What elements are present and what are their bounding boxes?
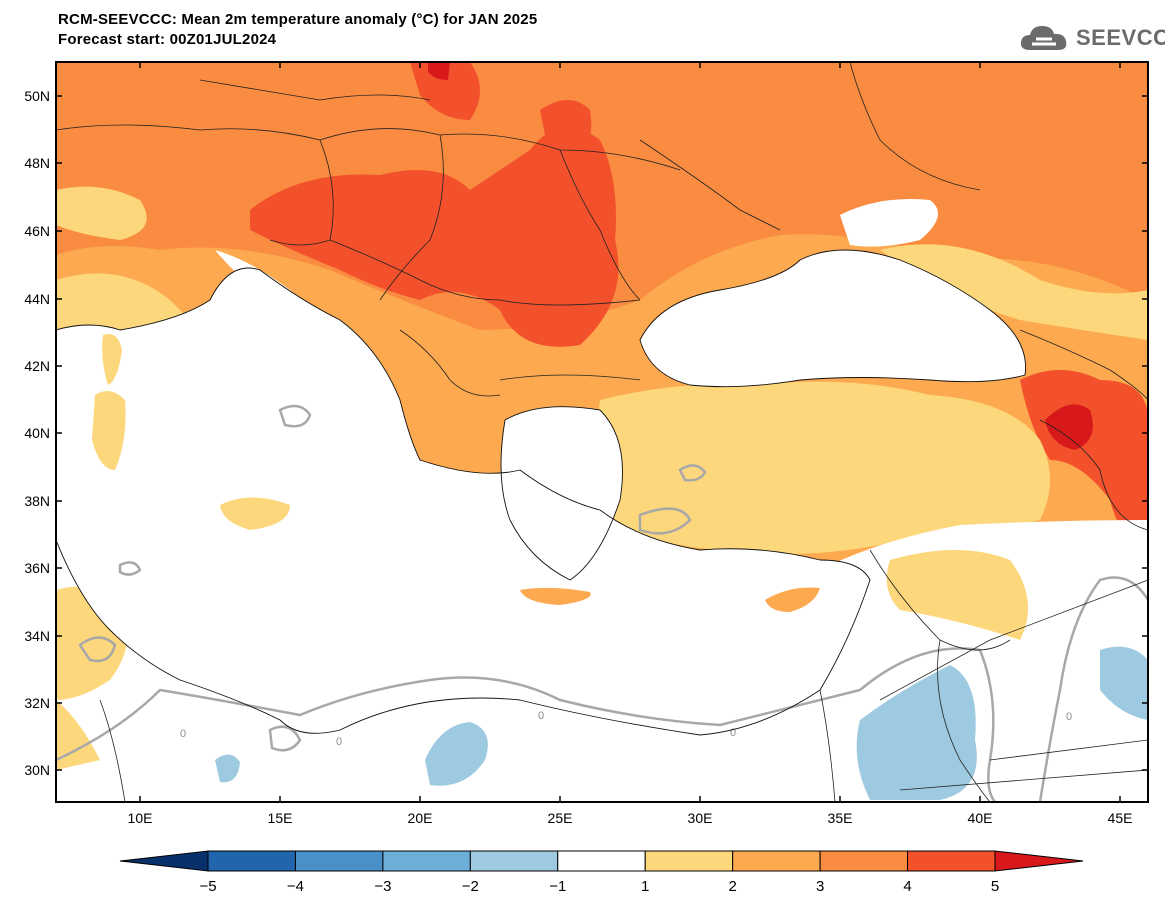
colorbar-tick-label: −1 <box>549 878 566 895</box>
anomaly-zone-neg1-neg2-iraq <box>1100 646 1148 720</box>
anomaly-zone-5-plus-caucasus <box>1045 404 1093 450</box>
tyrrhenian-sea <box>228 360 330 524</box>
contour-labels: 0 0 0 0 0 <box>180 710 1072 748</box>
crete-island <box>520 587 591 605</box>
lat-label: 32N <box>24 695 50 711</box>
colorbar-tick-label: 4 <box>903 878 911 895</box>
anomaly-field: 0 0 0 0 0 <box>56 62 1148 802</box>
colorbar-tick-label: −5 <box>199 878 216 895</box>
anomaly-zone-neg1-neg2-arabia <box>856 665 977 800</box>
anomaly-zone-1-2-syria <box>886 550 1028 640</box>
corsica-island <box>102 334 122 385</box>
colorbar-segment <box>732 850 821 872</box>
colorbar-segment <box>819 850 909 872</box>
colorbar-segment <box>294 850 384 872</box>
lat-label: 42N <box>24 358 50 374</box>
colorbar-tick-label: −3 <box>374 878 391 895</box>
colorbar-segment <box>119 850 209 872</box>
anomaly-zone-5-plus-north <box>428 62 450 80</box>
lon-label: 10E <box>128 810 153 826</box>
cloud-icon <box>1020 26 1067 50</box>
lat-label: 36N <box>24 560 50 576</box>
anomaly-zone-neg1-neg2-libya <box>215 754 240 783</box>
black-sea <box>640 250 1026 387</box>
adriatic-sea <box>215 250 395 400</box>
colorbar-tick-label: 1 <box>641 878 649 895</box>
sea-of-azov <box>840 199 938 247</box>
lon-label: 15E <box>268 810 293 826</box>
anomaly-zone-4-5-poland <box>410 62 480 120</box>
lat-label: 44N <box>24 291 50 307</box>
lat-label: 30N <box>24 762 50 778</box>
map-frame <box>55 61 1149 803</box>
map-title: RCM-SEEVCCC: Mean 2m temperature anomaly… <box>58 11 538 28</box>
mediterranean-sea <box>56 268 870 735</box>
colorbar-segment <box>644 850 734 872</box>
latitude-axis: 50N 48N 46N 44N 42N 40N 38N 36N 34N 32N … <box>24 88 1148 778</box>
anomaly-zone-neg1-neg2-egypt <box>425 722 488 786</box>
longitude-axis: 10E 15E 20E 25E 30E 35E 40E 45E <box>128 62 1133 826</box>
lat-label: 46N <box>24 223 50 239</box>
aegean-sea <box>501 406 623 580</box>
coastlines <box>56 249 1026 736</box>
lon-label: 45E <box>1108 810 1133 826</box>
contour-label: 0 <box>730 727 736 739</box>
lat-label: 34N <box>24 628 50 644</box>
cyprus-island <box>765 587 820 612</box>
lat-label: 40N <box>24 425 50 441</box>
anomaly-zone-4-5-ukraine <box>540 100 592 160</box>
colorbar-segment <box>382 850 471 872</box>
contour-label: 0 <box>180 728 186 740</box>
lat-label: 38N <box>24 493 50 509</box>
lat-label: 50N <box>24 88 50 104</box>
zero-anomaly-contours <box>56 404 1148 802</box>
colorbar-tick-label: 3 <box>816 878 824 895</box>
lon-label: 25E <box>548 810 573 826</box>
colorbar-segment <box>557 850 646 872</box>
colorbar-segment <box>994 850 1084 872</box>
colorbar-segment <box>907 850 996 872</box>
colorbar-tick-label: 5 <box>991 878 999 895</box>
lon-label: 30E <box>688 810 713 826</box>
colorbar-segment <box>469 850 559 872</box>
contour-label: 0 <box>538 710 544 722</box>
forecast-start: Forecast start: 00Z01JUL2024 <box>58 31 277 48</box>
sicily-island <box>220 497 290 530</box>
lon-label: 20E <box>408 810 433 826</box>
logo-text: SEEVCCC <box>1076 25 1165 50</box>
anomaly-zone-1-2-tunisia <box>56 700 100 770</box>
seevccc-logo: SEEVCCC <box>1018 22 1165 54</box>
colorbar-tick-label: −4 <box>287 878 304 895</box>
lon-label: 40E <box>968 810 993 826</box>
contour-label: 0 <box>336 736 342 748</box>
colorbar-tick-label: −2 <box>462 878 479 895</box>
colorbar: −5 −4 −3 −2 −1 1 2 3 4 5 <box>119 850 1084 895</box>
contour-label: 0 <box>1066 711 1072 723</box>
anomaly-zone-1-2-caspian <box>880 244 1148 340</box>
sardinia-island <box>92 391 126 470</box>
lon-label: 35E <box>828 810 853 826</box>
anomaly-zone-1-2-alps <box>56 186 147 240</box>
colorbar-segment <box>207 850 296 872</box>
colorbar-tick-label: 2 <box>728 878 736 895</box>
lat-label: 48N <box>24 155 50 171</box>
anomaly-zone-4-5-balkans <box>250 127 619 347</box>
country-borders <box>56 62 1148 802</box>
anomaly-zone-1-2-anatolia <box>596 381 1050 554</box>
